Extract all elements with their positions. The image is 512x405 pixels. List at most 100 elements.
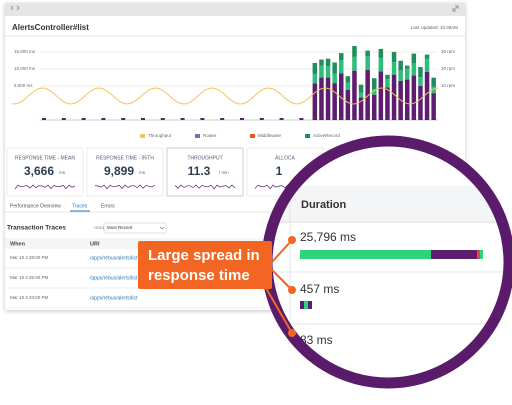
duration-bar-segment: [300, 301, 304, 309]
bar: [405, 79, 410, 120]
metric-unit: ms: [139, 170, 146, 175]
bar: [418, 77, 423, 86]
axis-label: 30 rpm: [441, 49, 455, 54]
order-by-select[interactable]: [103, 222, 167, 234]
bar: [372, 88, 377, 95]
bar: [424, 58, 430, 72]
tab[interactable]: Performance Overview: [10, 203, 61, 209]
expand-icon[interactable]: [452, 5, 459, 12]
legend-label: Router: [203, 133, 217, 138]
duration-bar-segment: [304, 301, 308, 309]
duration-bar-segment: [431, 250, 477, 259]
bar: [431, 77, 436, 87]
trace-uri[interactable]: /apps/rebus/alerts/list: [90, 295, 138, 301]
connector: [271, 269, 293, 291]
bar: [411, 63, 417, 76]
bar: [378, 71, 384, 120]
duration-bar-segment: [477, 250, 480, 259]
legend-swatch: [195, 134, 200, 138]
bar: [339, 73, 344, 120]
bar: [352, 45, 357, 57]
duration-value: 83 ms: [300, 333, 333, 347]
duration-bar-segment: [480, 250, 483, 259]
title-bar: [5, 3, 465, 16]
metric-label: ALLOCA: [275, 155, 295, 161]
bar: [345, 90, 351, 120]
axis-label: 5,000 ms: [14, 83, 33, 88]
metric-label: RESPONSE TIME - MEAN: [15, 155, 75, 161]
legend-swatch: [250, 134, 255, 138]
bar: [358, 97, 364, 120]
trace-time: Mar 19 4:38:00 PM: [10, 255, 49, 260]
nav-arrows[interactable]: [10, 5, 20, 11]
bar: [418, 66, 423, 78]
trace-time: Mar 19 4:33:00 PM: [10, 295, 49, 300]
bar: [200, 118, 205, 120]
legend-label: Middleware: [258, 133, 282, 138]
bar: [358, 92, 364, 98]
trace-uri[interactable]: /apps/rebus/alerts/list: [90, 255, 138, 261]
duration-bar-segment: [308, 301, 312, 309]
bar: [405, 68, 410, 80]
chart-area: 15,000 ms 30 rpm 10,000 ms 20 rpm 5,000 ms 10…: [11, 45, 455, 138]
bar: [240, 118, 244, 120]
bar: [378, 57, 384, 72]
callout-box: [138, 241, 272, 289]
bar: [398, 70, 403, 81]
bar: [319, 59, 324, 66]
bar: [339, 60, 344, 74]
tab[interactable]: Traces: [72, 203, 88, 209]
metric-card: [86, 147, 164, 197]
bar: [332, 83, 337, 120]
bar: [385, 87, 390, 120]
bar: [411, 75, 417, 120]
bar: [391, 74, 397, 120]
bar: [385, 74, 390, 80]
bar: [352, 56, 357, 71]
bar: [101, 118, 106, 120]
bar: [325, 77, 331, 120]
duration-header: [267, 186, 509, 222]
bar: [312, 83, 318, 120]
legend-swatch: [140, 134, 145, 138]
trace-uri[interactable]: /apps/rebus/alerts/list: [90, 275, 138, 281]
bar: [358, 84, 364, 93]
bar: [365, 50, 370, 57]
bar: [424, 54, 430, 59]
metric-cards: RESPONSE TIME - MEAN 3,666 ms RESPONSE TIME…: [6, 147, 324, 197]
tab[interactable]: Errors: [101, 203, 115, 209]
bar: [180, 118, 185, 120]
bar: [332, 62, 337, 74]
metric-label: RESPONSE TIME - 95TH: [96, 155, 154, 161]
bar: [378, 48, 384, 58]
bar: [121, 118, 126, 120]
duration-bar-segment: [300, 250, 431, 259]
page-title: AlertsController#list: [12, 23, 89, 32]
metric-card: [166, 147, 244, 197]
bar: [325, 66, 331, 78]
last-updated: Last Updated: 10:39AM: [411, 25, 459, 30]
bar: [365, 56, 370, 71]
duration-value: 25,796 ms: [300, 230, 356, 244]
axis-label: 20 rpm: [441, 66, 455, 71]
bar: [352, 70, 357, 120]
bar: [385, 79, 390, 88]
bar: [42, 118, 46, 120]
metric-value: 1: [276, 164, 283, 178]
bar: [325, 58, 331, 67]
axis-label: 10 rpm: [441, 83, 455, 88]
sparkline: [14, 184, 76, 190]
metric-value: 9,899: [104, 164, 134, 178]
connector: [265, 287, 293, 334]
bar: [312, 73, 318, 84]
bar: [81, 118, 86, 120]
connector: [271, 239, 293, 263]
sparkline: [174, 184, 236, 190]
metric-unit: / min: [219, 170, 229, 175]
bar: [372, 78, 377, 89]
legend-label: Throughput: [148, 133, 172, 138]
trace-time: Mar 19 4:35:00 PM: [10, 275, 49, 280]
legend-label: ActiveRecord: [313, 133, 340, 138]
callout-text: response time: [148, 267, 250, 284]
